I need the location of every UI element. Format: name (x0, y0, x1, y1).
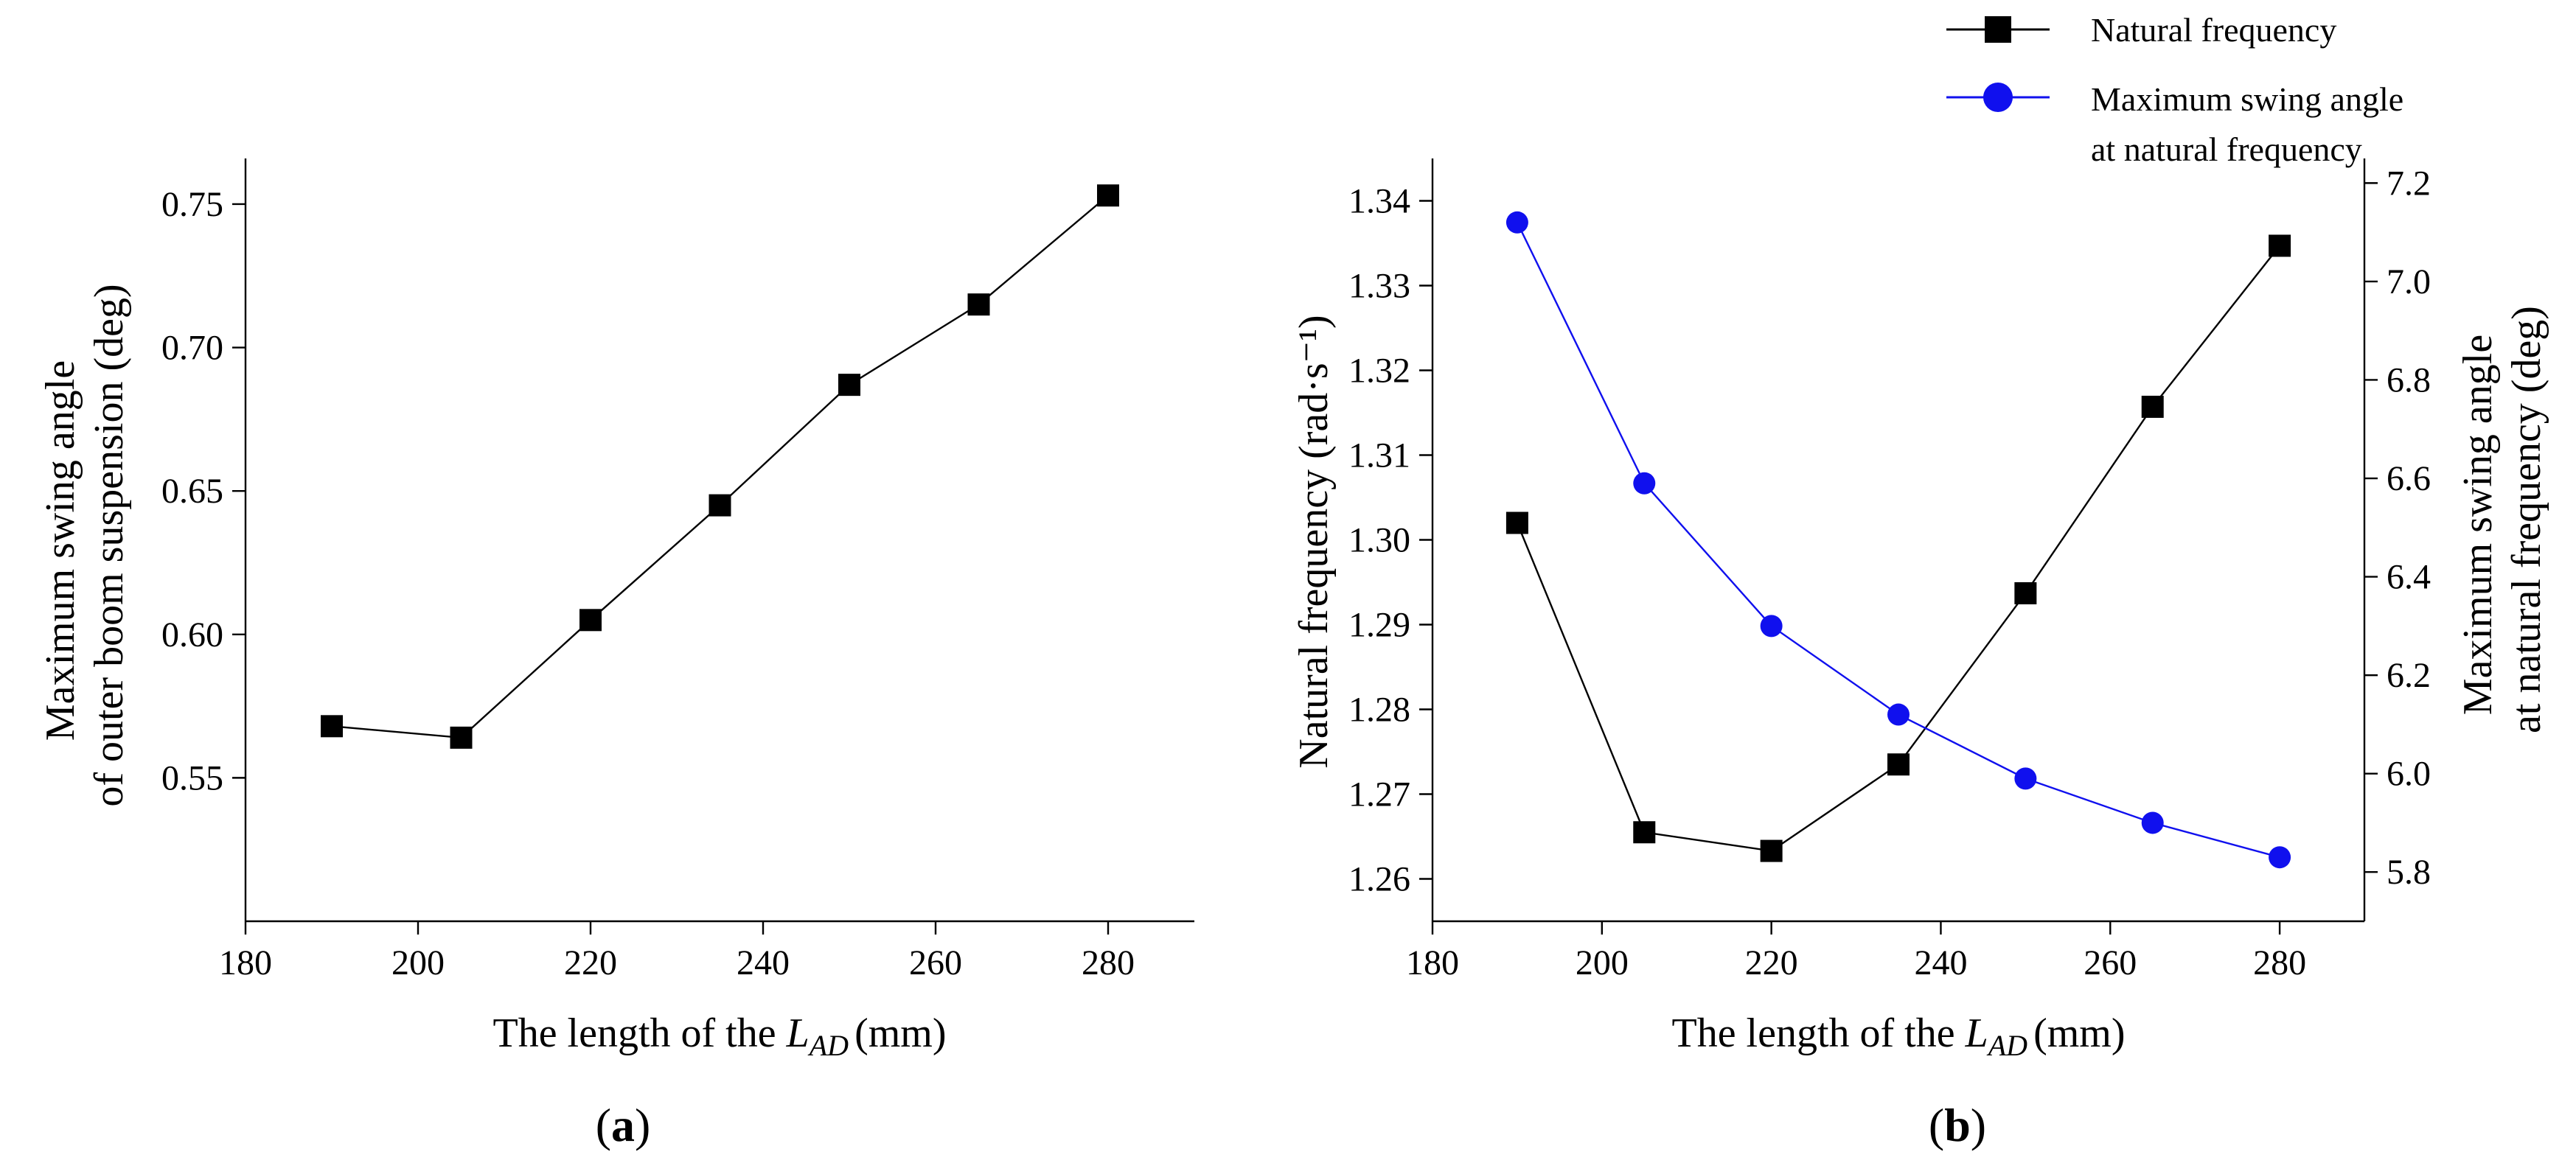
panel-a-y-tick-label: 0.60 (161, 615, 223, 654)
panel-b-x-tick-label: 240 (1914, 943, 1967, 982)
panel-a-y-tick-label: 0.70 (161, 329, 223, 368)
panel-b-x-ticks: 180 200 220 240 260 280 (1406, 921, 2306, 982)
max-swing-angle-point (1633, 472, 1656, 495)
legend-label-natural-frequency: Natural frequency (2091, 11, 2336, 49)
panel-a-series-point (967, 293, 990, 316)
panel-b-left-y-tick-label: 1.26 (1348, 860, 1410, 899)
panel-a-y-ticks: 0.55 0.60 0.65 0.70 0.75 (161, 185, 246, 797)
panel-b-label: (b) (1929, 1099, 1986, 1151)
panel-a: 180 200 220 240 260 280 0.550.600.650.700.75 … (38, 158, 1194, 1151)
panel-b-series (1505, 211, 2291, 869)
panel-b-left-y-tick-label: 1.34 (1348, 182, 1410, 221)
panel-a-x-tick-label: 240 (737, 943, 790, 982)
panel-a-series-line (331, 195, 1109, 739)
panel-a-y-axis-title: Maximum swing angle of outer boom suspen… (38, 284, 132, 806)
panel-a-y-tick-label: 0.65 (161, 472, 223, 511)
natural-frequency-point (2141, 395, 2164, 418)
panel-b-left-y-tick-label: 1.29 (1348, 606, 1410, 645)
max-swing-angle-point (1505, 211, 1528, 234)
legend-label-max-swing-angle: Maximum swing angle at natural frequency (2091, 80, 2412, 168)
panel-a-series-point (321, 715, 343, 738)
panel-a-series-point (1097, 184, 1119, 207)
panel-b-right-y-tick-label: 6.8 (2387, 360, 2431, 399)
panel-a-series (321, 184, 1119, 749)
natural-frequency-point (2014, 582, 2037, 604)
panel-a-y-tick-label: 0.55 (161, 758, 223, 797)
panel-b-x-tick-label: 200 (1576, 943, 1629, 982)
panel-b-left-y-axis-title: Natural frequency (rad·s⁻¹) (1291, 315, 1337, 768)
max-swing-angle-point (1760, 615, 1783, 638)
panel-a-series-point (709, 494, 731, 517)
max-swing-angle-point (2141, 811, 2164, 834)
panel-a-x-tick-label: 220 (564, 943, 617, 982)
panel-b-right-y-tick-label: 6.0 (2387, 755, 2431, 794)
natural-frequency-point (1505, 511, 1528, 534)
panel-b-left-y-ticks: 1.26 1.27 1.28 1.29 1.30 1.31 1.32 1.33 1.34 (1348, 182, 1433, 899)
panel-a-y-tick-label: 0.75 (161, 185, 223, 224)
panel-a-x-ticks: 180 200 220 240 260 280 (219, 921, 1135, 982)
panel-b-x-tick-label: 280 (2253, 943, 2306, 982)
natural-frequency-point (2269, 234, 2291, 257)
panel-b-right-y-tick-label: 6.6 (2387, 459, 2431, 498)
panel-b-legend: Natural frequency Maximum swing angle at… (1946, 11, 2412, 168)
panel-b-right-y-tick-label: 5.8 (2387, 853, 2431, 892)
legend-entry-max-swing-angle: Maximum swing angle at natural frequency (1946, 80, 2412, 168)
panel-a-series-point (838, 374, 860, 397)
panel-a-x-tick-label: 280 (1082, 943, 1135, 982)
max-swing-angle-point (2014, 767, 2037, 790)
panel-b-right-y-tick-label: 6.4 (2387, 558, 2431, 597)
panel-b-x-tick-label: 260 (2084, 943, 2137, 982)
natural-frequency-point (1760, 839, 1783, 862)
legend-entry-natural-frequency: Natural frequency (1946, 11, 2336, 49)
max-swing-angle-point (1887, 703, 1910, 726)
panel-a-series-point (450, 726, 473, 749)
panel-b-left-y-tick-label: 1.28 (1348, 691, 1410, 730)
natural-frequency-point (1887, 753, 1910, 776)
panel-b-right-y-axis-title: Maximum swing angle at natural frequency… (2455, 306, 2549, 733)
max-swing-angle-point (2269, 846, 2291, 869)
panel-a-x-tick-label: 180 (219, 943, 272, 982)
panel-b-left-y-tick-label: 1.31 (1348, 436, 1410, 475)
panel-a-x-tick-label: 200 (391, 943, 445, 982)
panel-b-left-y-tick-label: 1.32 (1348, 352, 1410, 391)
panel-b-left-y-tick-label: 1.33 (1348, 267, 1410, 306)
panel-b-right-y-tick-label: 6.2 (2387, 656, 2431, 695)
panel-a-series-point (579, 609, 602, 632)
panel-b-right-y-ticks: 5.8 6.0 6.2 6.4 6.6 6.8 7.0 7.2 (2364, 164, 2431, 892)
panel-b: 180 200 220 240 260 280 1.261.271.281.291.301… (1291, 11, 2549, 1151)
panel-b-right-y-tick-label: 7.0 (2387, 262, 2431, 301)
panel-a-x-tick-label: 260 (909, 943, 962, 982)
panel-b-x-tick-label: 180 (1406, 943, 1459, 982)
panel-b-right-y-tick-label: 7.2 (2387, 164, 2431, 203)
panel-b-left-y-tick-label: 1.27 (1348, 775, 1410, 814)
panel-a-label: (a) (596, 1099, 651, 1151)
panel-b-x-axis-title: The length of the LAD (mm) (1671, 1010, 2125, 1062)
panel-b-left-y-tick-label: 1.30 (1348, 521, 1410, 560)
legend-marker-square (1985, 16, 2011, 43)
panel-b-x-tick-label: 220 (1745, 943, 1798, 982)
legend-marker-circle (1983, 83, 2013, 112)
natural-frequency-point (1633, 821, 1656, 844)
panel-a-x-axis-title: The length of the LAD (mm) (492, 1010, 946, 1062)
